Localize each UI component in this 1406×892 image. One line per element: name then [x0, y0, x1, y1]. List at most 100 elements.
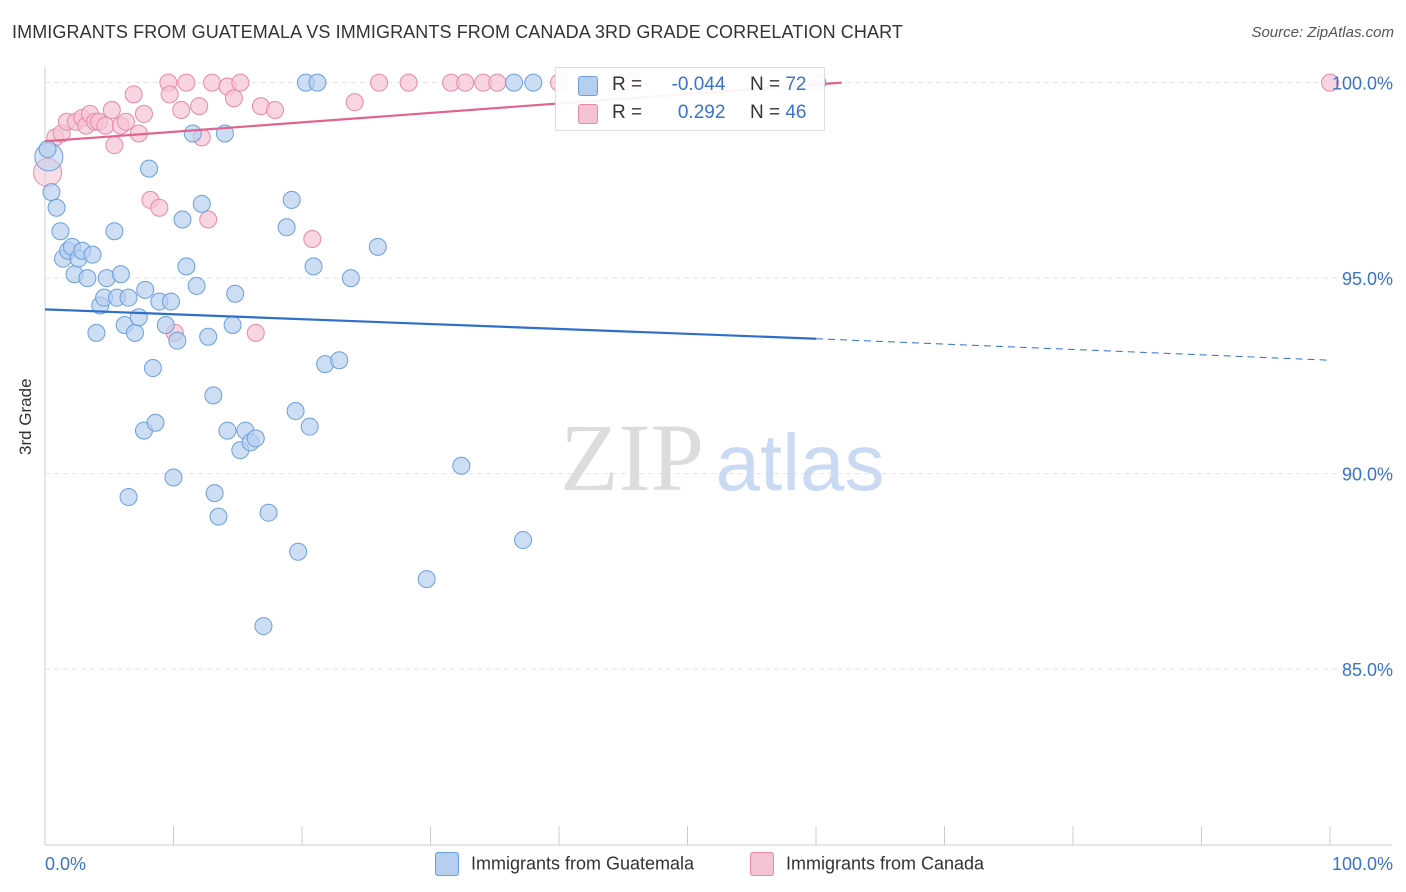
canada-point: [134, 104, 153, 123]
guatemala-point: [78, 269, 97, 288]
canada-point: [105, 136, 124, 155]
legend-r-value: -0.044: [671, 74, 726, 95]
guatemala-point: [111, 265, 130, 284]
guatemala-point: [119, 488, 138, 507]
bottom-legend-guatemala: Immigrants from Guatemala: [435, 852, 694, 876]
guatemala-point: [164, 468, 183, 487]
guatemala-point: [87, 323, 106, 342]
canada-point: [224, 89, 243, 108]
canada-point: [96, 116, 115, 135]
guatemala-point: [304, 257, 323, 276]
bottom-legend-label: Immigrants from Canada: [786, 853, 985, 874]
y-tick-label: 85.0%: [1342, 660, 1393, 680]
guatemala-point: [226, 284, 245, 303]
guatemala-point: [452, 456, 471, 475]
guatemala-point: [289, 542, 308, 561]
chart-title: IMMIGRANTS FROM GUATEMALA VS IMMIGRANTS …: [12, 22, 903, 42]
legend-r-label: R =: [612, 102, 643, 123]
guatemala-point: [330, 351, 349, 370]
guatemala-point: [199, 327, 218, 346]
canada-point: [246, 323, 265, 342]
y-tick-label: 90.0%: [1342, 465, 1393, 485]
guatemala-trend-extension: [815, 338, 1331, 361]
canada-point: [370, 73, 389, 92]
stats-legend: R = -0.044 N = 72 R = 0.292 N = 46: [555, 67, 825, 131]
guatemala-point: [300, 417, 319, 436]
legend-r-value: 0.292: [677, 102, 726, 123]
guatemala-point: [218, 421, 237, 440]
bottom-legend-swatch-blue: [435, 852, 459, 876]
bottom-legend-label: Immigrants from Guatemala: [471, 853, 695, 874]
guatemala-point: [119, 288, 138, 307]
guatemala-point: [136, 280, 155, 299]
canada-point: [399, 73, 418, 92]
canada-point: [345, 93, 364, 112]
guatemala-point: [47, 198, 66, 217]
canada-point: [116, 112, 135, 131]
guatemala-point: [223, 316, 242, 335]
guatemala-point: [187, 276, 206, 295]
legend-swatch-blue: [578, 76, 598, 96]
guatemala-point: [524, 73, 543, 92]
guatemala-point: [417, 570, 436, 589]
guatemala-point: [83, 245, 102, 264]
guatemala-point: [125, 323, 144, 342]
guatemala-point: [308, 73, 327, 92]
canada-point: [124, 85, 143, 104]
guatemala-point: [51, 222, 70, 241]
watermark-zip: ZIP: [560, 404, 704, 511]
canada-point: [231, 73, 250, 92]
x-tick-label: 0.0%: [45, 854, 86, 874]
canada-point: [203, 73, 222, 92]
guatemala-point: [254, 617, 273, 636]
guatemala-point: [177, 257, 196, 276]
y-tick-label: 100.0%: [1332, 74, 1393, 94]
canada-point: [266, 101, 285, 120]
legend-n-label: N =: [749, 102, 781, 123]
guatemala-point: [105, 222, 124, 241]
canada-point: [303, 230, 322, 249]
guatemala-point: [505, 73, 524, 92]
canada-point: [1321, 73, 1339, 92]
guatemala-point: [140, 159, 159, 178]
guatemala-point: [205, 484, 224, 503]
y-tick-label: 95.0%: [1342, 269, 1393, 289]
guatemala-point: [209, 507, 228, 526]
bottom-legend-canada: Immigrants from Canada: [750, 852, 984, 876]
guatemala-point: [146, 413, 165, 432]
canada-point: [150, 198, 169, 217]
guatemala-point: [277, 218, 296, 237]
y-axis-label: 3rd Grade: [16, 378, 35, 455]
guatemala-point: [204, 386, 223, 405]
tick-labels: 85.0% 90.0% 95.0% 100.0% 0.0% 100.0%: [45, 74, 1393, 874]
guatemala-point: [168, 331, 187, 350]
guatemala-point: [129, 308, 148, 327]
canada-point: [190, 97, 209, 116]
canada-point: [172, 101, 191, 120]
legend-r-label: R =: [612, 74, 643, 95]
source-label: Source: ZipAtlas.com: [1251, 24, 1394, 41]
watermark: ZIP atlas: [560, 404, 884, 511]
guatemala-point: [341, 269, 360, 288]
legend-n-value: 46: [785, 102, 807, 123]
x-tick-label: 100.0%: [1332, 854, 1393, 874]
guatemala-point: [38, 140, 57, 159]
canada-point: [488, 73, 507, 92]
guatemala-point: [161, 292, 180, 311]
legend-swatch-pink: [578, 104, 598, 124]
watermark-atlas: atlas: [716, 418, 885, 507]
guatemala-point: [143, 359, 162, 378]
canada-point: [160, 85, 179, 104]
guatemala-point: [156, 316, 175, 335]
guatemala-point: [282, 190, 301, 209]
guatemala-trend-line: [44, 308, 817, 340]
guatemala-point: [42, 183, 61, 202]
guatemala-point: [173, 210, 192, 229]
canada-point: [177, 73, 196, 92]
legend-n-label: N =: [749, 74, 781, 95]
guatemala-point: [368, 237, 387, 256]
guatemala-point: [514, 531, 533, 550]
canada-point: [199, 210, 218, 229]
canada-point: [456, 73, 475, 92]
